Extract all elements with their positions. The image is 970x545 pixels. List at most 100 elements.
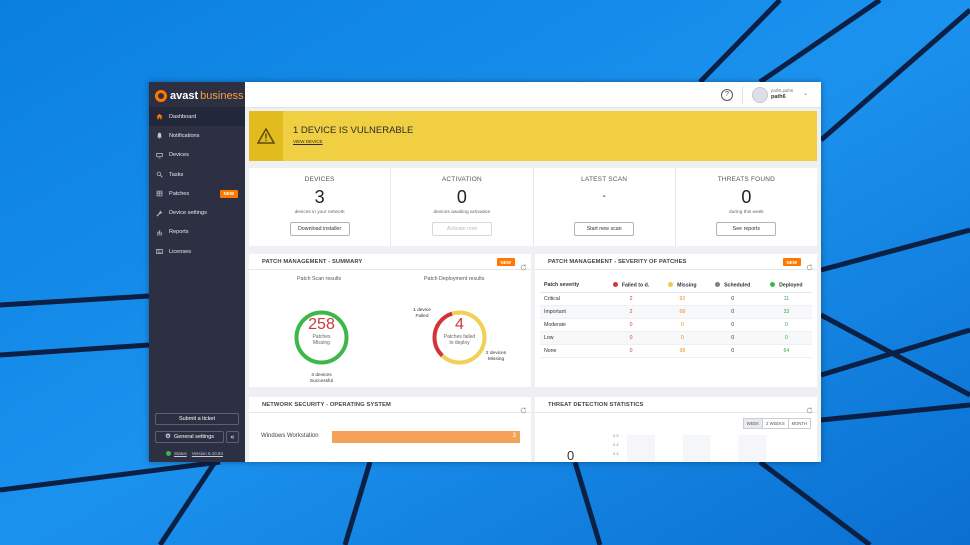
deploy-note-line: Failed <box>415 314 429 319</box>
stat-label: LATEST SCAN <box>581 176 628 183</box>
avast-logo[interactable]: avast business <box>155 88 244 104</box>
column-header-label: Missing <box>677 282 697 288</box>
sidebar-item-label: Devices <box>169 152 189 159</box>
stat-desc: devices awaiting activation <box>433 210 491 215</box>
stat-label: THREATS FOUND <box>717 176 776 183</box>
range-2weeks-button[interactable]: 2 WEEKS <box>763 419 789 428</box>
activate-now-button[interactable]: Activate now <box>431 222 492 236</box>
sidebar-item-label: Device settings <box>169 210 207 217</box>
see-reports-button[interactable]: See reports <box>716 222 777 236</box>
panel-header: NETWORK SECURITY - OPERATING SYSTEM <box>249 397 531 414</box>
patches-icon <box>156 190 163 197</box>
sidebar-item-device-settings[interactable]: Device settings <box>149 203 245 222</box>
scan-note: 3 devices Successful <box>296 373 347 385</box>
panel-header: THREAT DETECTION STATISTICS <box>535 397 817 414</box>
missing-count: 0 <box>659 331 705 345</box>
threat-value: 0 <box>567 448 575 462</box>
deploy-donut-caption: to deploy <box>449 340 470 346</box>
sidebar-item-tasks[interactable]: Tasks <box>149 165 245 184</box>
sidebar-item-reports[interactable]: Reports <box>149 223 245 242</box>
table-row[interactable]: Low 0 0 0 0 <box>540 331 812 345</box>
user-email[interactable]: path6.path6 <box>771 88 794 93</box>
deploy-donut-value: 4 <box>455 316 464 333</box>
table-row[interactable]: None 0 98 0 64 <box>540 344 812 358</box>
column-header-label: Deployed <box>779 282 803 288</box>
deploy-failed-note: 1 device Failed <box>407 308 437 320</box>
range-selector: WEEK 2 WEEKS MONTH <box>742 418 811 429</box>
chevron-down-icon[interactable]: ⌄ <box>803 91 809 97</box>
sidebar-item-notifications[interactable]: Notifications <box>149 126 245 145</box>
table-header-row: Patch severity Failed to d. Missing Sche… <box>540 278 812 293</box>
refresh-icon[interactable] <box>520 258 527 271</box>
stats-row: DEVICES 3 devices in your network Downlo… <box>249 168 817 246</box>
patch-severity-panel: PATCH MANAGEMENT - SEVERITY OF PATCHES N… <box>535 254 817 387</box>
gear-icon <box>165 433 171 441</box>
monitor-icon <box>156 152 163 159</box>
status-line: Status Version 6.10.84 <box>166 451 228 456</box>
collapse-sidebar-button[interactable]: « <box>226 431 239 443</box>
vulnerability-alert: 1 DEVICE IS VULNERABLE VIEW DEVICE <box>249 111 817 161</box>
deploy-note-line: Missing <box>487 357 505 362</box>
panel-title: PATCH MANAGEMENT - SEVERITY OF PATCHES <box>548 259 687 265</box>
panel-title: NETWORK SECURITY - OPERATING SYSTEM <box>262 402 391 408</box>
refresh-icon[interactable] <box>806 401 813 414</box>
sidebar-item-label: Tasks <box>169 171 184 178</box>
refresh-icon[interactable] <box>806 258 813 271</box>
scheduled-count: 0 <box>704 305 761 319</box>
help-icon: ? <box>725 91 729 98</box>
view-device-link[interactable]: VIEW DEVICE <box>293 139 323 144</box>
general-settings-button[interactable]: General settings <box>155 431 224 443</box>
threat-chart-area <box>627 435 813 462</box>
stat-activation: ACTIVATION 0 devices awaiting activation… <box>391 168 534 246</box>
os-bar[interactable]: 3 <box>332 431 520 443</box>
submit-ticket-button[interactable]: Submit a ticket <box>155 413 239 425</box>
table-row[interactable]: Important 2 68 0 33 <box>540 305 812 319</box>
sidebar-item-dashboard[interactable]: Dashboard <box>149 107 245 127</box>
sidebar-item-devices[interactable]: Devices <box>149 146 245 165</box>
column-header: Failed to d. <box>602 278 660 293</box>
stat-desc: devices in your network <box>294 210 345 215</box>
refresh-icon[interactable] <box>520 401 527 414</box>
panel-title: THREAT DETECTION STATISTICS <box>548 402 644 408</box>
failed-count: 0 <box>602 344 660 358</box>
yellow-dot-icon <box>668 281 674 287</box>
deploy-note-line: 1 device <box>413 308 431 313</box>
status-link[interactable]: Status <box>174 451 187 456</box>
bell-icon <box>156 132 163 139</box>
range-month-button[interactable]: MONTH <box>788 419 810 428</box>
missing-count: 98 <box>659 344 705 358</box>
os-bar-value: 3 <box>512 433 516 439</box>
avast-logo-icon <box>155 90 167 102</box>
report-icon <box>156 229 163 236</box>
panel-header: PATCH MANAGEMENT - SEVERITY OF PATCHES N… <box>535 254 817 271</box>
stat-label: DEVICES <box>304 176 335 183</box>
scan-note-line: Successful <box>309 379 334 384</box>
download-installer-button[interactable]: Download installer <box>289 222 350 236</box>
user-name[interactable]: path6 <box>771 94 786 100</box>
deploy-donut <box>432 310 487 365</box>
severity-name: Important <box>540 305 603 319</box>
stat-label: ACTIVATION <box>441 176 482 183</box>
severity-name: Critical <box>540 292 603 306</box>
scheduled-count: 0 <box>704 318 761 332</box>
severity-name: None <box>540 344 603 358</box>
sidebar-item-licenses[interactable]: Licenses <box>149 242 245 261</box>
stat-desc: during this week <box>729 210 764 215</box>
sidebar-item-label: Reports <box>169 229 189 236</box>
scan-donut-caption: Missing <box>313 340 330 346</box>
table-row[interactable]: Critical 2 92 0 11 <box>540 292 812 306</box>
missing-count: 0 <box>659 318 705 332</box>
avatar[interactable] <box>752 87 768 103</box>
failed-count: 2 <box>602 292 660 306</box>
column-header-label: Failed to d. <box>621 282 650 288</box>
table-row[interactable]: Moderate 0 0 0 0 <box>540 318 812 332</box>
brand-name: avast <box>170 90 199 102</box>
general-settings-label: General settings <box>173 434 215 440</box>
range-week-button[interactable]: WEEK <box>743 419 764 428</box>
sidebar-item-patches[interactable]: Patches NEW <box>149 184 245 203</box>
version-link[interactable]: Version 6.10.84 <box>191 451 224 456</box>
severity-name: Moderate <box>540 318 603 332</box>
sidebar: avast business Dashboard Notifications D… <box>149 82 245 462</box>
start-new-scan-button[interactable]: Start new scan <box>574 222 635 236</box>
help-button[interactable]: ? <box>721 89 733 101</box>
